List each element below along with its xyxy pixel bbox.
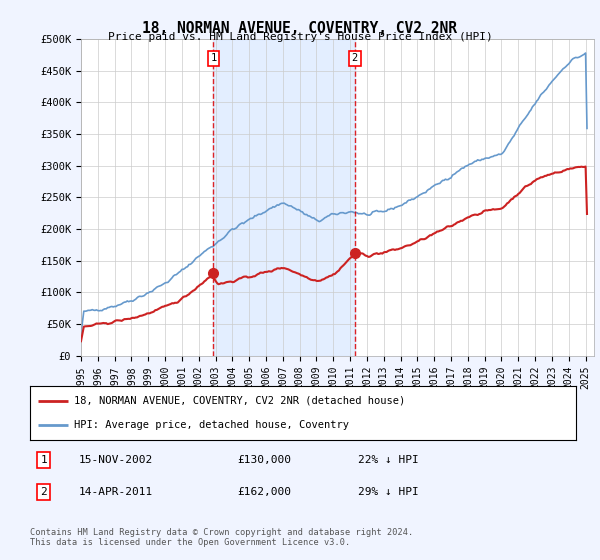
Text: 18, NORMAN AVENUE, COVENTRY, CV2 2NR (detached house): 18, NORMAN AVENUE, COVENTRY, CV2 2NR (de… <box>74 396 405 406</box>
Bar <box>214 39 355 356</box>
Text: 15-NOV-2002: 15-NOV-2002 <box>79 455 154 465</box>
Text: 29% ↓ HPI: 29% ↓ HPI <box>358 487 418 497</box>
Text: 2: 2 <box>40 487 47 497</box>
Text: 18, NORMAN AVENUE, COVENTRY, CV2 2NR: 18, NORMAN AVENUE, COVENTRY, CV2 2NR <box>143 21 458 36</box>
Text: Contains HM Land Registry data © Crown copyright and database right 2024.
This d: Contains HM Land Registry data © Crown c… <box>30 528 413 548</box>
Text: 1: 1 <box>40 455 47 465</box>
Text: 2: 2 <box>352 53 358 63</box>
Text: 22% ↓ HPI: 22% ↓ HPI <box>358 455 418 465</box>
Text: 14-APR-2011: 14-APR-2011 <box>79 487 154 497</box>
Text: £162,000: £162,000 <box>238 487 292 497</box>
Text: Price paid vs. HM Land Registry's House Price Index (HPI): Price paid vs. HM Land Registry's House … <box>107 32 493 43</box>
Text: £130,000: £130,000 <box>238 455 292 465</box>
Text: 1: 1 <box>210 53 217 63</box>
Text: HPI: Average price, detached house, Coventry: HPI: Average price, detached house, Cove… <box>74 420 349 430</box>
